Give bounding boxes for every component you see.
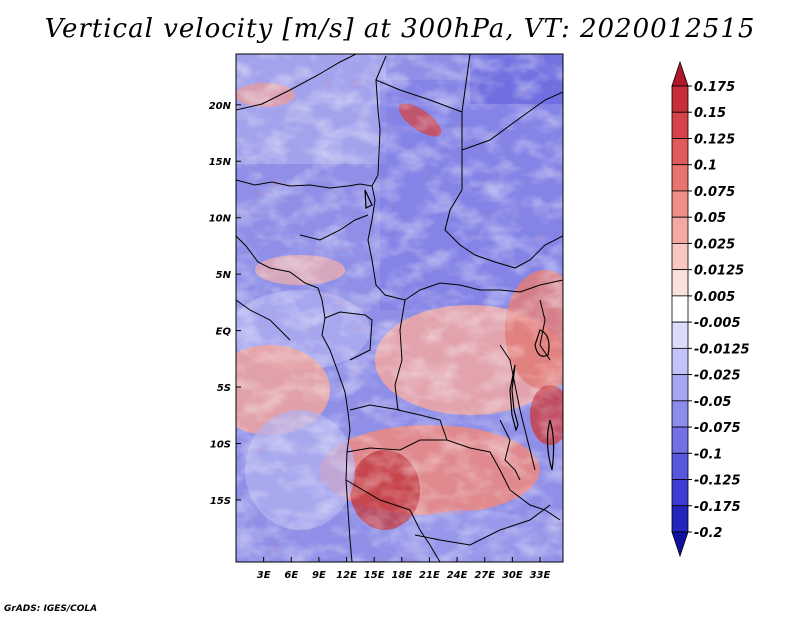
colorbar-label: -0.1 [694, 447, 722, 462]
x-tick-label: 9E [312, 570, 326, 581]
y-tick-label: 20N [209, 101, 232, 112]
x-tick-label: 12E [336, 570, 357, 581]
y-tick-label: 10S [210, 439, 231, 450]
x-tick-label: 6E [284, 570, 298, 581]
colorbar-swatch [671, 426, 689, 454]
colorbar-label: 0.0125 [694, 264, 744, 279]
x-tick-label: 27E [474, 570, 495, 581]
y-tick-label: 10N [209, 214, 232, 225]
x-tick-label: 24E [447, 570, 468, 581]
colorbar-swatch [671, 216, 689, 244]
colorbar: 0.175 0.15 0.125 0.1 0.075 0.05 0.025 0.0125 0.0… [671, 60, 750, 558]
colorbar-swatch [671, 85, 689, 113]
colorbar-swatch [671, 243, 689, 271]
x-tick-label: 18E [391, 570, 412, 581]
x-tick-label: 15E [364, 570, 385, 581]
colorbar-label: -0.175 [694, 500, 741, 515]
colorbar-label: 0.125 [694, 132, 735, 147]
colorbar-swatch [671, 479, 689, 507]
colorbar-label: -0.125 [694, 474, 741, 489]
y-tick-label: 15S [210, 496, 231, 507]
colorbar-swatch [671, 190, 689, 218]
colorbar-bottom-arrow [671, 531, 689, 558]
x-tick-label: 3E [257, 570, 271, 581]
colorbar-swatch [671, 505, 689, 533]
colorbar-label: 0.005 [694, 290, 735, 305]
lakes [364, 189, 555, 471]
colorbar-swatch [671, 111, 689, 139]
colorbar-swatch [671, 400, 689, 428]
x-tick-label: 33E [530, 570, 551, 581]
y-axis: 20N 15N 10N 5N EQ 5S 10S 15S [209, 101, 241, 507]
colorbar-label: 0.025 [694, 237, 735, 252]
colorbar-swatch [671, 321, 689, 349]
colorbar-swatch [671, 374, 689, 402]
colorbar-swatch [671, 452, 689, 480]
country-borders [236, 54, 563, 562]
y-tick-label: 5N [216, 270, 232, 281]
colorbar-label: -0.025 [694, 369, 741, 384]
colorbar-label: 0.1 [694, 159, 717, 174]
colorbar-label: 0.05 [694, 211, 726, 226]
colorbar-swatch [671, 295, 689, 323]
y-tick-label: 5S [217, 383, 231, 394]
colorbar-label: -0.075 [694, 421, 741, 436]
colorbar-swatch [671, 164, 689, 192]
y-tick-label: 15N [209, 157, 232, 168]
colorbar-swatch [671, 269, 689, 297]
colorbar-swatch [671, 347, 689, 375]
map-frame [235, 53, 564, 563]
colorbar-label: 0.075 [694, 185, 735, 200]
colorbar-swatch [671, 138, 689, 166]
colorbar-top-arrow [671, 60, 689, 87]
colorbar-label: -0.2 [694, 526, 722, 541]
colorbar-label: -0.05 [694, 395, 731, 410]
colorbar-label: -0.0125 [694, 342, 750, 357]
colorbar-label: 0.15 [694, 106, 726, 121]
x-tick-label: 21E [419, 570, 440, 581]
footer-credit: GrADS: IGES/COLA [4, 604, 98, 614]
velocity-field [236, 54, 563, 562]
colorbar-label: -0.005 [694, 316, 741, 331]
chart-title: Vertical velocity [m/s] at 300hPa, VT: 2… [44, 14, 756, 44]
x-axis: 3E 6E 9E 12E 15E 18E 21E 24E 27E 30E 33E [257, 557, 551, 581]
x-tick-label: 30E [502, 570, 523, 581]
y-tick-label: EQ [216, 327, 232, 338]
colorbar-label: 0.175 [694, 80, 735, 95]
